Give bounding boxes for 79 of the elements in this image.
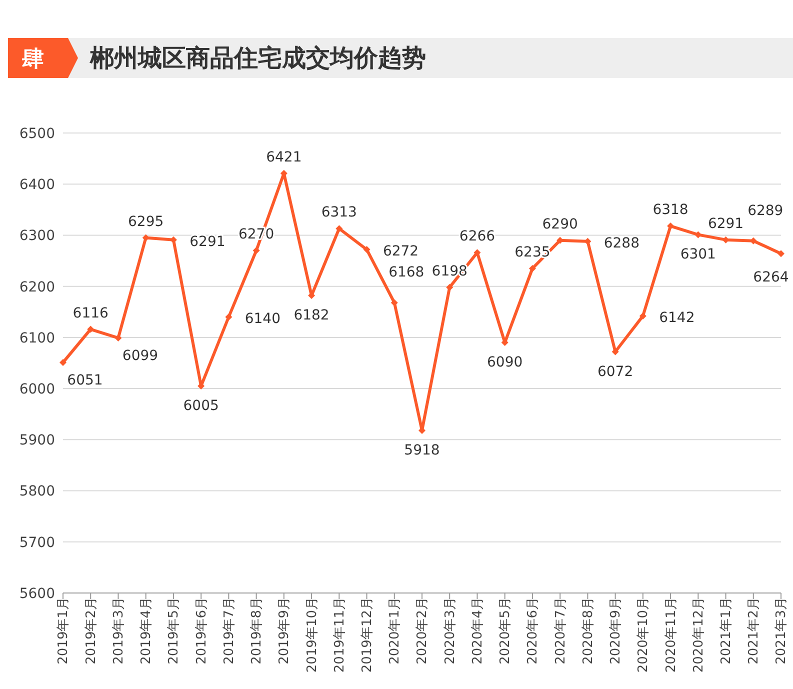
x-tick-label: 2019年8月 — [250, 597, 265, 664]
data-label: 6142 — [659, 310, 695, 326]
x-tick-label: 2019年7月 — [222, 597, 237, 664]
x-tick-label: 2020年9月 — [608, 597, 624, 664]
data-label: 6295 — [128, 214, 164, 230]
data-label: 6099 — [122, 348, 158, 364]
x-tick-label: 2019年4月 — [139, 597, 154, 664]
point — [114, 334, 122, 342]
x-tick-label: 2020年3月 — [442, 597, 458, 664]
y-tick-label: 6100 — [19, 330, 55, 346]
point — [336, 225, 343, 232]
data-label: 6051 — [67, 372, 103, 388]
point — [390, 299, 398, 306]
y-tick-label: 6300 — [19, 228, 55, 244]
x-tick-label: 2019年9月 — [277, 597, 292, 664]
data-label: 6090 — [487, 354, 523, 371]
point — [252, 247, 260, 254]
x-tick-label: 2019年11月 — [332, 597, 348, 673]
data-label: 6421 — [266, 149, 302, 166]
data-label: 6140 — [244, 311, 281, 327]
y-tick-label: 6500 — [19, 126, 55, 142]
y-tick-label: 5700 — [19, 534, 55, 551]
data-label: 6288 — [604, 235, 640, 252]
chart-title: 郴州城区商品住宅成交均价趋势 — [90, 43, 426, 74]
y-tick-label: 5600 — [19, 586, 55, 602]
x-tick-label: 2019年2月 — [84, 597, 99, 664]
data-label: 6168 — [388, 264, 424, 281]
data-label: 6291 — [708, 216, 744, 232]
data-label: 6266 — [459, 228, 496, 245]
point — [87, 326, 94, 333]
x-tick-label: 2021年2月 — [746, 597, 762, 664]
point — [225, 314, 232, 320]
data-label: 6318 — [652, 202, 688, 218]
x-tick-label: 2020年4月 — [470, 597, 486, 664]
data-label: 6005 — [183, 398, 219, 414]
data-label: 5918 — [404, 442, 440, 458]
data-label: 6072 — [597, 364, 634, 380]
y-tick-label: 6400 — [19, 177, 55, 194]
data-label: 6116 — [72, 305, 109, 322]
data-label: 6272 — [382, 244, 419, 260]
data-label: 6182 — [294, 308, 330, 324]
point — [639, 312, 646, 320]
x-tick-label: 2020年11月 — [664, 597, 679, 673]
point — [363, 246, 370, 254]
y-tick-label: 5900 — [19, 432, 55, 449]
point — [694, 231, 702, 238]
x-tick-label: 2021年1月 — [719, 597, 734, 664]
x-tick-label: 2019年5月 — [166, 597, 182, 664]
point — [667, 222, 674, 230]
x-tick-label: 2020年12月 — [691, 597, 706, 673]
point — [474, 249, 481, 256]
point — [528, 264, 536, 272]
x-tick-label: 2020年5月 — [498, 597, 514, 664]
data-label: 6290 — [542, 216, 578, 232]
text: 肆 — [22, 46, 44, 74]
x-tick-label: 2020年1月 — [388, 597, 403, 664]
data-label: 6301 — [680, 246, 716, 263]
x-tick-label: 2021年3月 — [774, 597, 790, 664]
data-label: 6289 — [748, 202, 784, 219]
point — [778, 250, 784, 258]
y-tick-label: 6200 — [19, 279, 55, 296]
x-tick-label: 2019年12月 — [360, 597, 375, 673]
x-tick-label: 2020年10月 — [636, 597, 652, 673]
data-label: 6264 — [753, 270, 789, 286]
x-tick-label: 2020年8月 — [580, 597, 596, 664]
data-label: 6291 — [190, 234, 226, 250]
x-tick-label: 2020年6月 — [526, 597, 541, 664]
x-tick-label: 2020年2月 — [415, 597, 430, 664]
point — [60, 358, 66, 366]
x-tick-label: 2020年7月 — [553, 597, 568, 664]
x-tick-label: 2019年10月 — [304, 597, 320, 673]
data-label: 6313 — [321, 204, 357, 221]
y-tick-label: 5800 — [19, 484, 55, 500]
point — [446, 284, 454, 291]
point — [584, 238, 592, 245]
x-tick-label: 2019年3月 — [111, 597, 126, 664]
x-tick-label: 2019年6月 — [194, 597, 210, 664]
x-tick-label: 2019年1月 — [56, 597, 72, 664]
y-tick-label: 6000 — [19, 382, 55, 398]
